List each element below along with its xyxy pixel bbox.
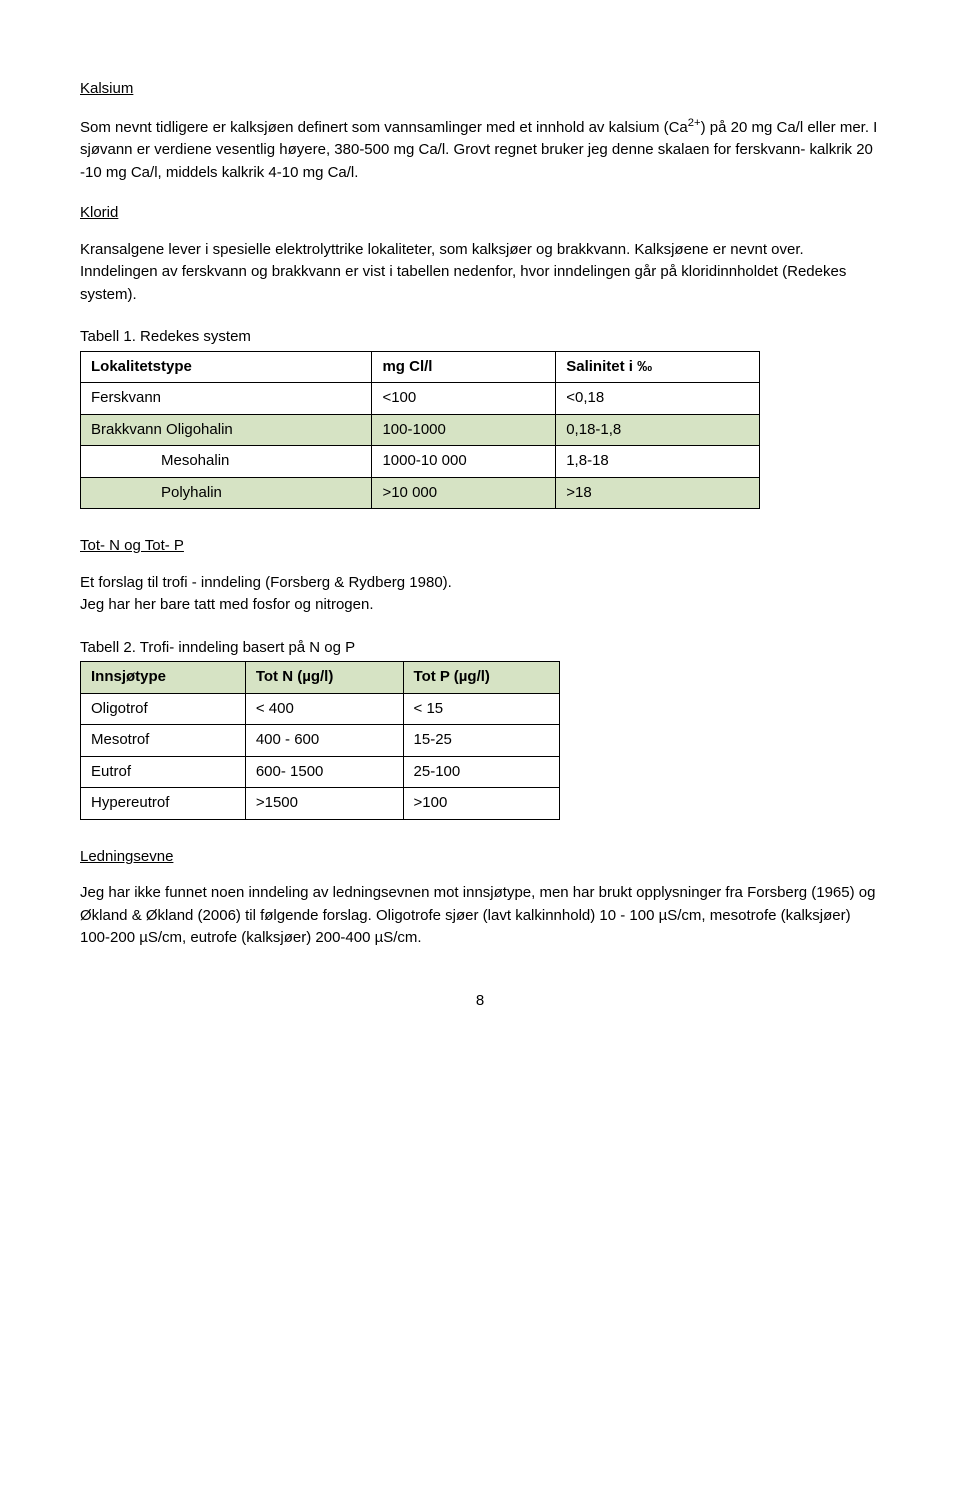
kalsium-para: Som nevnt tidligere er kalksjøen definer… [80,115,880,185]
totnp-line2: Jeg har her bare tatt med fosfor og nitr… [80,594,880,617]
table-cell: 1,8-18 [556,446,760,478]
table-cell: >1500 [245,788,403,820]
table1-caption: Tabell 1. Redekes system [80,326,880,349]
table-header-cell: Innsjøtype [81,662,246,694]
table-cell: 25-100 [403,756,559,788]
table-cell: Hypereutrof [81,788,246,820]
table-cell: Polyhalin [81,477,372,509]
redekes-table: Lokalitetstypemg Cl/lSalinitet i ‰ Ferskv… [80,351,760,510]
table-cell: 15-25 [403,725,559,757]
table-cell: <0,18 [556,383,760,415]
ledning-para: Jeg har ikke funnet noen inndeling av le… [80,882,880,950]
table-cell: 400 - 600 [245,725,403,757]
table-cell: 0,18-1,8 [556,414,760,446]
table-cell: Mesohalin [81,446,372,478]
table-header-cell: Lokalitetstype [81,351,372,383]
table-cell: 1000-10 000 [372,446,556,478]
table-cell: Brakkvann Oligohalin [81,414,372,446]
table-cell: Oligotrof [81,693,246,725]
table2-caption: Tabell 2. Trofi- inndeling basert på N o… [80,637,880,660]
table-cell: Eutrof [81,756,246,788]
ledning-title: Ledningsevne [80,846,880,869]
table-cell: 100-1000 [372,414,556,446]
kalsium-title: Kalsium [80,78,880,101]
table-cell: >18 [556,477,760,509]
trofi-table: InnsjøtypeTot N (µg/l)Tot P (µg/l) Oligot… [80,661,560,820]
table-header-cell: Salinitet i ‰ [556,351,760,383]
totnp-line1: Et forslag til trofi - inndeling (Forsbe… [80,572,880,595]
table-cell: Mesotrof [81,725,246,757]
table-cell: < 400 [245,693,403,725]
klorid-title: Klorid [80,202,880,225]
table-cell: < 15 [403,693,559,725]
klorid-para: Kransalgene lever i spesielle elektrolyt… [80,239,880,307]
table-header-cell: mg Cl/l [372,351,556,383]
table-cell: <100 [372,383,556,415]
table-header-cell: Tot N (µg/l) [245,662,403,694]
table-cell: >100 [403,788,559,820]
table-header-cell: Tot P (µg/l) [403,662,559,694]
totnp-title: Tot- N og Tot- P [80,535,880,558]
table-cell: Ferskvann [81,383,372,415]
page-number: 8 [80,990,880,1013]
table-cell: 600- 1500 [245,756,403,788]
table-cell: >10 000 [372,477,556,509]
